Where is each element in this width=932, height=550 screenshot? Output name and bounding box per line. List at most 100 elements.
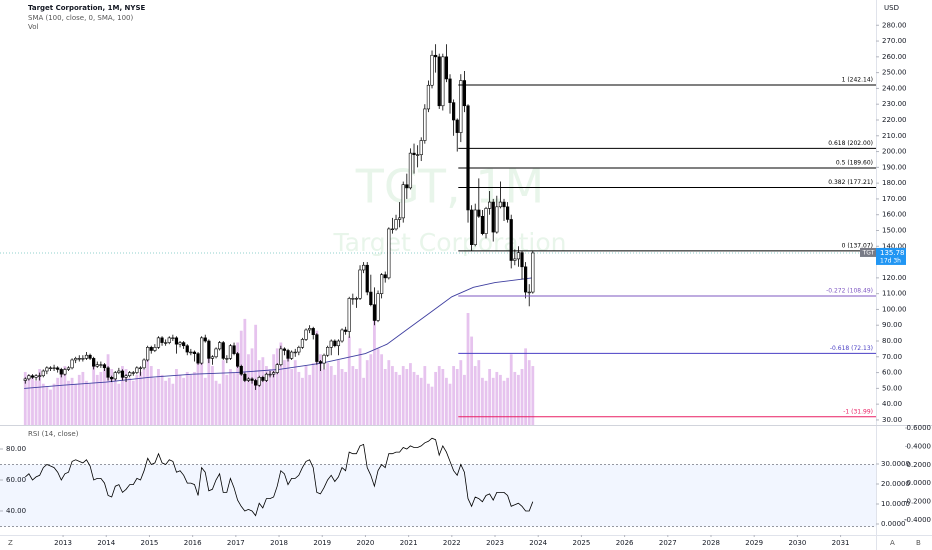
last-price-label: 135.78 <box>880 249 905 257</box>
osc-tick-label: 0.6000 <box>907 424 932 432</box>
volume-bar <box>383 369 387 425</box>
candle-body <box>218 342 222 350</box>
candle-body <box>412 152 416 156</box>
volume-bar <box>31 377 34 425</box>
volume-bar <box>200 348 204 425</box>
volume-bar <box>236 342 240 425</box>
y-tick-label: 150.00 <box>882 226 907 234</box>
volume-bar <box>495 371 499 425</box>
volume-bar <box>95 374 99 425</box>
candle-body <box>264 373 269 381</box>
volume-bar <box>268 369 272 425</box>
volume-bar <box>315 330 319 425</box>
candle-body <box>390 228 395 231</box>
candle-body <box>261 377 265 381</box>
volume-bar <box>488 369 492 425</box>
volume-bar <box>448 383 452 425</box>
volume-bar <box>171 383 175 425</box>
volume-bar <box>481 377 484 425</box>
candle-body <box>77 358 81 360</box>
volume-bar <box>218 383 222 425</box>
volume-bar <box>38 369 42 425</box>
volume-bar <box>344 371 348 425</box>
volume-bar <box>49 389 52 425</box>
volume-bar <box>279 342 283 425</box>
candle-body <box>239 365 243 375</box>
y-tick-label: 80.00 <box>882 337 902 345</box>
candle-body <box>210 356 215 359</box>
volume-bar <box>286 354 290 425</box>
volume-bar <box>257 360 261 425</box>
volume-bar <box>70 377 74 425</box>
volume-bar <box>106 354 110 425</box>
candle-body <box>434 54 438 58</box>
auto-scale-button[interactable]: A <box>890 539 895 547</box>
candle-body <box>308 328 312 331</box>
volume-bar <box>319 354 322 425</box>
candle-body <box>110 377 114 380</box>
candle-body <box>290 351 294 359</box>
candle-body <box>124 375 128 378</box>
candle-body <box>214 348 218 358</box>
y-tick-label: 180.00 <box>882 179 907 187</box>
volume-bar <box>466 313 470 425</box>
volume-bar <box>506 377 510 425</box>
volume-bar <box>99 371 103 425</box>
candle-body <box>99 364 103 366</box>
candle-body <box>135 367 139 373</box>
x-tick-label: 2031 <box>832 539 850 547</box>
osc-tick-label: 0.0000 <box>907 479 932 487</box>
candle-body <box>232 345 236 354</box>
candle-body <box>426 84 431 110</box>
volume-bar <box>113 377 117 425</box>
candle-body <box>315 334 319 362</box>
volume-bar <box>103 369 106 425</box>
volume-bar <box>373 313 376 425</box>
volume-bar <box>527 360 531 425</box>
candle-body <box>304 329 308 340</box>
candle-body <box>30 375 35 378</box>
candle-body <box>416 154 420 156</box>
volume-bar <box>513 371 517 425</box>
candle-body <box>448 78 452 103</box>
timezone-icon[interactable]: Z <box>8 539 13 547</box>
volume-bar <box>117 383 121 425</box>
candle-body <box>405 184 409 189</box>
candle-body <box>70 359 74 369</box>
rsi-right-tick-label: 0.0000 <box>881 520 906 528</box>
volume-bar <box>59 369 63 425</box>
osc-tick-label: -0.2000 <box>904 498 931 506</box>
candle-body <box>138 367 143 369</box>
volume-bar <box>92 360 96 425</box>
candle-body <box>92 358 96 367</box>
volume-bar <box>193 371 196 425</box>
candle-body <box>48 367 53 369</box>
candle-body <box>401 184 405 219</box>
candle-body <box>171 337 175 339</box>
volume-bar <box>290 369 294 425</box>
candle-body <box>506 206 510 220</box>
x-tick-label: 2017 <box>227 539 245 547</box>
candle-body <box>182 342 186 347</box>
candle-body <box>516 252 521 260</box>
watermark-name: Target Corporation <box>333 228 567 257</box>
candle-body <box>225 358 229 360</box>
candle-body <box>495 206 499 233</box>
volume-bar <box>412 371 416 425</box>
candle-body <box>531 252 535 293</box>
candle-body <box>498 201 503 208</box>
volume-bar <box>74 383 78 425</box>
volume-bar <box>517 374 520 425</box>
candle-body <box>128 372 132 377</box>
volume-bar <box>23 371 27 425</box>
volume-bar <box>189 374 193 425</box>
volume-bar <box>470 336 474 425</box>
candle-body <box>120 370 125 378</box>
volume-bar <box>128 377 132 425</box>
candle-body <box>358 269 362 299</box>
volume-bar <box>88 383 92 425</box>
settings-button[interactable]: B <box>916 539 921 547</box>
volume-bar <box>185 371 189 425</box>
y-tick-label: 270.00 <box>882 37 907 45</box>
y-tick-label: 90.00 <box>882 321 902 329</box>
